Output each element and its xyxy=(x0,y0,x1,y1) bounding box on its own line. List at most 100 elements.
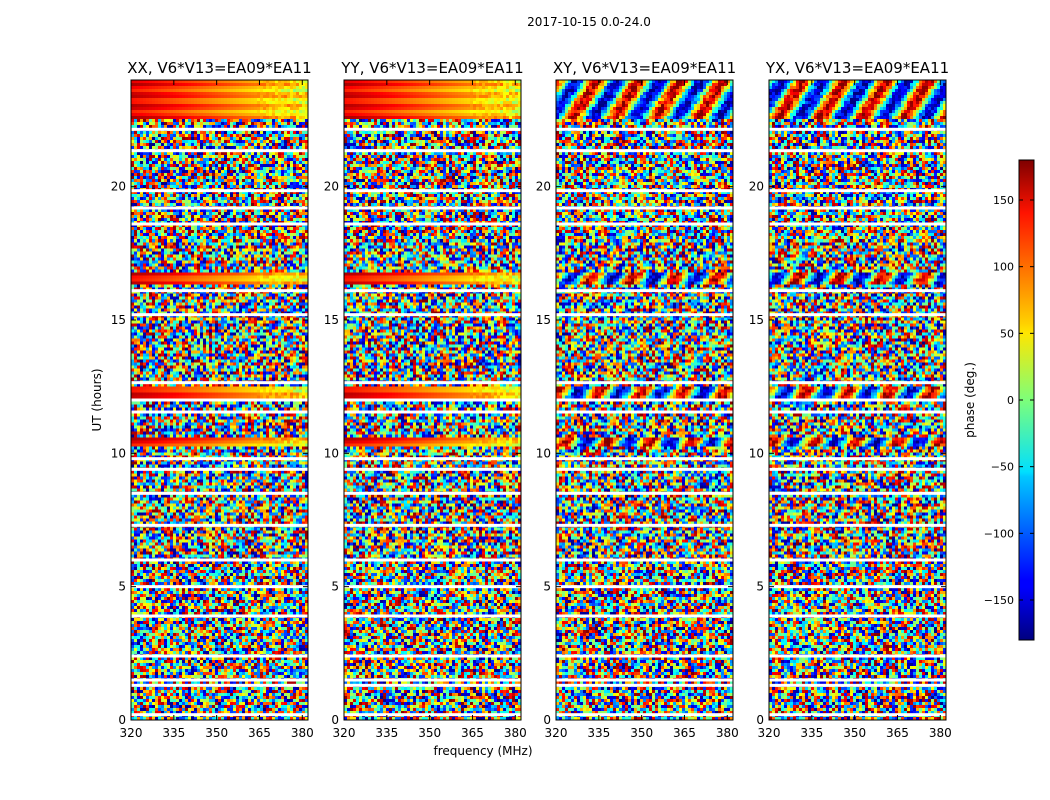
x-tick-label: 320 xyxy=(120,726,143,740)
gap-row xyxy=(769,467,946,471)
gap-row xyxy=(769,678,946,682)
gap-row xyxy=(556,491,733,495)
gap-row xyxy=(769,585,946,589)
gap-row xyxy=(344,222,521,226)
gap-row xyxy=(556,398,733,402)
gap-row xyxy=(556,678,733,682)
gap-row xyxy=(769,410,946,414)
panel-title: YY, V6*V13=EA09*EA11 xyxy=(340,59,523,77)
gap-row xyxy=(131,457,308,461)
y-tick-label: 10 xyxy=(324,446,339,460)
gap-row xyxy=(344,313,521,317)
panel-frame xyxy=(130,79,309,721)
gap-row xyxy=(769,313,946,317)
gap-row xyxy=(344,189,521,193)
y-tick-label: 0 xyxy=(756,713,764,727)
x-tick-label: 365 xyxy=(886,726,909,740)
y-tick-label: 0 xyxy=(543,713,551,727)
x-tick-label: 350 xyxy=(205,726,228,740)
y-tick-label: 20 xyxy=(111,180,126,194)
panel-1: YY, V6*V13=EA09*EA11 320 335 350 365 380 0 5 10 1… xyxy=(324,59,527,740)
gap-row xyxy=(556,289,733,293)
x-tick-label: 335 xyxy=(162,726,185,740)
gap-row xyxy=(344,585,521,589)
gap-row xyxy=(131,189,308,193)
gap-row xyxy=(556,654,733,658)
colorbar-tick-label: 50 xyxy=(1000,327,1014,340)
x-axis-label: frequency (MHz) xyxy=(433,744,532,758)
gap-row xyxy=(769,457,946,461)
colorbar: 150 100 50 0 −50 −100 −150 phase (deg.) xyxy=(963,159,1035,641)
gap-row xyxy=(344,206,521,210)
y-tick-label: 10 xyxy=(536,446,551,460)
panel-frame xyxy=(555,79,734,721)
y-tick-label: 0 xyxy=(331,713,339,727)
colorbar-tick-label: −100 xyxy=(984,527,1014,540)
gap-row xyxy=(556,683,733,687)
x-tick-label: 335 xyxy=(375,726,398,740)
gap-row xyxy=(769,654,946,658)
y-tick-label: 20 xyxy=(324,180,339,194)
colorbar-tick-label: −150 xyxy=(984,594,1014,607)
gap-row xyxy=(131,206,308,210)
y-tick-label: 10 xyxy=(111,446,126,460)
gap-row xyxy=(131,683,308,687)
gap-row xyxy=(769,523,946,527)
gap-row xyxy=(344,678,521,682)
y-tick-label: 5 xyxy=(118,580,126,594)
gap-row xyxy=(131,313,308,317)
x-tick-label: 380 xyxy=(716,726,739,740)
y-tick-label: 0 xyxy=(118,713,126,727)
panel-title: XX, V6*V13=EA09*EA11 xyxy=(127,59,311,77)
gap-row xyxy=(131,222,308,226)
gap-row xyxy=(131,585,308,589)
x-tick-label: 335 xyxy=(587,726,610,740)
colorbar-tick-label: 150 xyxy=(993,194,1014,207)
panel-2: XY, V6*V13=EA09*EA11 320 335 350 365 380 0 5 10 1… xyxy=(536,59,739,740)
y-tick-label: 20 xyxy=(536,180,551,194)
gap-row xyxy=(556,189,733,193)
gap-row xyxy=(131,467,308,471)
y-tick-label: 15 xyxy=(749,313,764,327)
gap-row xyxy=(131,398,308,402)
gap-row xyxy=(769,713,946,717)
panel-3: YX, V6*V13=EA09*EA11 320 335 350 365 380 0 5 10 1… xyxy=(749,59,952,740)
panel-frame xyxy=(343,79,522,721)
gap-row xyxy=(556,222,733,226)
gap-row xyxy=(344,558,521,562)
gap-row xyxy=(769,206,946,210)
gap-row xyxy=(769,149,946,153)
gap-row xyxy=(131,614,308,618)
panel-title: XY, V6*V13=EA09*EA11 xyxy=(553,59,736,77)
gap-row xyxy=(344,654,521,658)
gap-row xyxy=(769,683,946,687)
gap-row xyxy=(769,381,946,385)
gap-row xyxy=(344,127,521,131)
y-tick-label: 15 xyxy=(536,313,551,327)
gap-row xyxy=(769,614,946,618)
gap-row xyxy=(556,149,733,153)
y-tick-label: 5 xyxy=(756,580,764,594)
gap-row xyxy=(556,614,733,618)
gap-row xyxy=(556,713,733,717)
gap-row xyxy=(344,713,521,717)
gap-row xyxy=(131,149,308,153)
gap-row xyxy=(769,222,946,226)
gap-row xyxy=(344,614,521,618)
gap-row xyxy=(131,289,308,293)
gap-row xyxy=(131,381,308,385)
gap-row xyxy=(556,467,733,471)
x-tick-label: 320 xyxy=(333,726,356,740)
colorbar-tick-label: −50 xyxy=(991,461,1014,474)
gap-row xyxy=(769,289,946,293)
gap-row xyxy=(131,523,308,527)
gap-row xyxy=(131,678,308,682)
gap-row xyxy=(131,127,308,131)
gap-row xyxy=(556,206,733,210)
x-tick-label: 380 xyxy=(929,726,952,740)
gap-row xyxy=(344,457,521,461)
gap-row xyxy=(131,654,308,658)
gap-row xyxy=(344,467,521,471)
gap-row xyxy=(344,683,521,687)
x-tick-label: 380 xyxy=(291,726,314,740)
